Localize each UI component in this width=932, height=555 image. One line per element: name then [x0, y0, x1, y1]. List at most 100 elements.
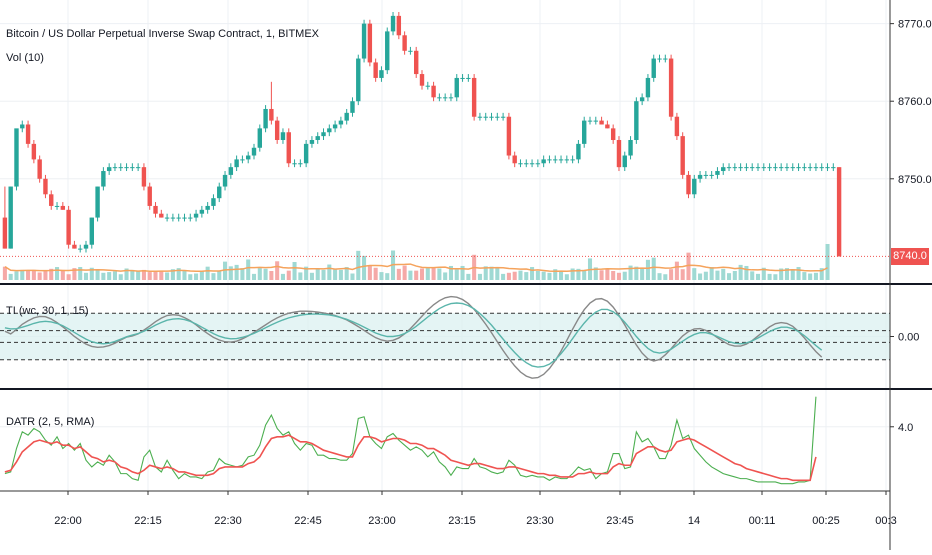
candle-body	[709, 174, 714, 176]
volume-bar	[153, 270, 158, 280]
candle-body	[483, 116, 488, 118]
time-axis-label: 23:45	[606, 515, 634, 527]
volume-bar	[107, 272, 112, 280]
volume-bar	[715, 270, 720, 280]
candle-body	[315, 136, 320, 140]
candle-body	[431, 85, 436, 98]
main-pane-title: Bitcoin / US Dollar Perpetual Inverse Sw…	[6, 28, 320, 40]
volume-bar	[535, 271, 540, 280]
volume-bar	[414, 270, 419, 280]
time-axis-label: 00:25	[812, 515, 840, 527]
candle-body	[66, 209, 71, 245]
volume-bar	[483, 266, 488, 280]
volume-bar	[628, 265, 633, 280]
candle-body	[246, 155, 251, 160]
time-axis-label: 22:00	[54, 515, 82, 527]
candle-body	[101, 171, 106, 187]
volume-bar	[292, 262, 297, 280]
candle-body	[489, 116, 494, 118]
candle-body	[605, 124, 610, 129]
volume-bar	[26, 270, 31, 280]
volume-bar	[43, 271, 48, 280]
candle-body	[553, 159, 558, 161]
volume-bar	[616, 272, 621, 280]
volume-bar	[205, 266, 210, 280]
candle-body	[761, 167, 766, 169]
candle-body	[692, 178, 697, 195]
candle-body	[373, 62, 378, 78]
volume-bar	[83, 272, 89, 280]
volume-bar	[802, 272, 807, 280]
candle-body	[118, 167, 123, 169]
volume-bar	[755, 273, 761, 280]
volume-bar	[367, 265, 372, 280]
candle-body	[234, 159, 239, 168]
candle-body	[350, 101, 355, 113]
candle-body	[20, 124, 25, 129]
candle-body	[396, 15, 402, 36]
volume-bar	[622, 271, 627, 280]
volume-bar	[477, 273, 482, 280]
candle-body	[332, 124, 338, 129]
candle-body	[124, 167, 129, 169]
candle-body	[43, 178, 48, 195]
volume-bar	[118, 274, 123, 280]
volume-bar	[634, 266, 639, 280]
volume-bar	[240, 268, 245, 280]
candle-body	[37, 159, 42, 179]
volume-bar	[813, 272, 818, 280]
volume-bar	[217, 271, 222, 280]
volume-bar	[356, 250, 361, 280]
candle-body	[193, 213, 199, 218]
time-axis-label: 22:45	[294, 515, 322, 527]
candle-body	[558, 159, 564, 161]
candle-body	[356, 58, 361, 102]
volume-bar	[95, 270, 100, 280]
volume-bar	[489, 266, 494, 280]
ti-pane-title: TI (wc, 30, 1, 15)	[6, 305, 89, 317]
volume-bar	[379, 272, 384, 280]
volume-bar	[425, 268, 430, 280]
candle-body	[60, 205, 66, 210]
candle-body	[49, 194, 54, 206]
candle-body	[524, 163, 529, 165]
volume-bar	[582, 269, 587, 280]
volume-ma-line	[4, 263, 828, 273]
volume-bar	[738, 264, 743, 280]
candle-body	[471, 77, 477, 117]
volume-bar	[784, 268, 789, 280]
volume-bar	[773, 274, 778, 280]
candle-body	[541, 159, 546, 164]
candle-body	[547, 159, 552, 161]
candle-body	[460, 77, 465, 79]
volume-bar	[651, 257, 656, 280]
volume-bar	[159, 271, 164, 280]
candle-body	[726, 167, 732, 169]
candle-body	[217, 186, 222, 199]
volume-bar	[2, 266, 7, 280]
candle-body	[199, 209, 205, 214]
volume-bar	[460, 265, 465, 280]
volume-bar	[750, 271, 755, 280]
candle-body	[697, 174, 703, 179]
volume-bar	[761, 267, 766, 280]
volume-bar	[518, 270, 523, 280]
volume-bar	[547, 272, 552, 280]
time-axis-label: 22:15	[134, 515, 162, 527]
volume-bar	[767, 273, 772, 280]
volume-bar	[721, 268, 726, 280]
volume-bar	[31, 269, 36, 280]
volume-bar	[112, 271, 117, 280]
candle-body	[466, 77, 471, 79]
candle-body	[738, 167, 743, 169]
candle-body	[593, 120, 598, 122]
datr-axis-label: 4.0	[898, 422, 913, 434]
volume-bar	[60, 269, 65, 280]
candle-body	[153, 205, 158, 214]
candle-body	[506, 116, 512, 156]
candle-body	[796, 167, 801, 169]
candle-body	[819, 167, 824, 169]
candle-body	[182, 217, 187, 219]
